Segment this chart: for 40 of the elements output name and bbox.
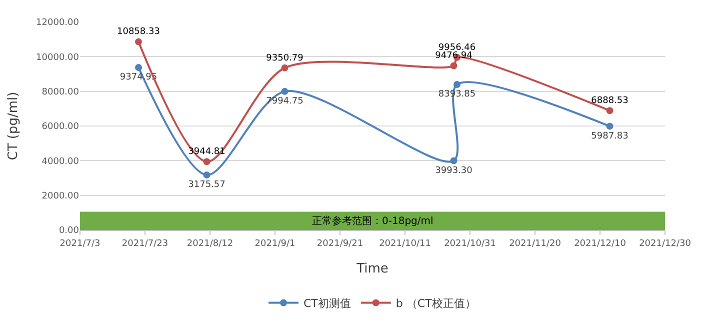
- y-tick-label: 4000.00: [42, 156, 80, 167]
- x-tick-label: 2021/12/30: [639, 238, 692, 249]
- band-label: 正常参考范围：0-18pg/ml: [312, 215, 434, 227]
- legend-label: CT初测值: [304, 297, 351, 310]
- x-tick-label: 2021/11/20: [509, 238, 562, 249]
- data-label: 10858.33: [117, 27, 160, 38]
- data-label: 6888.53: [591, 96, 628, 106]
- point: [281, 64, 288, 72]
- x-tick-label: 2021/12/10: [574, 238, 626, 249]
- point: [450, 62, 458, 70]
- point: [135, 64, 142, 71]
- x-tick-label: 2021/9/21: [316, 238, 364, 249]
- point: [135, 38, 142, 46]
- y-tick-label: 12000.00: [36, 18, 80, 28]
- x-tick-label: 2021/7/3: [60, 238, 100, 249]
- x-tick-label: 2021/8/12: [186, 238, 234, 249]
- x-tick-label: 2021/10/11: [379, 238, 431, 249]
- point: [606, 122, 614, 130]
- x-tick-label: 2021/7/23: [122, 238, 168, 249]
- y-tick-label: 8000.00: [42, 87, 80, 98]
- point: [606, 107, 614, 114]
- data-label: 9956.46: [438, 42, 476, 53]
- y-tick-label: 6000.00: [42, 122, 80, 132]
- y-axis-title: CT (pg/ml): [6, 92, 21, 160]
- point: [454, 81, 460, 88]
- legend-label: b （CT校正值）: [396, 297, 476, 310]
- data-label: 9350.79: [266, 53, 304, 64]
- x-axis-title: Time: [356, 261, 388, 276]
- point: [203, 158, 210, 166]
- x-tick-label: 2021/9/1: [254, 238, 296, 249]
- data-label: 5987.83: [591, 131, 628, 142]
- data-label: 3993.30: [435, 166, 473, 176]
- y-tick-label: 2000.00: [42, 191, 80, 202]
- point: [203, 171, 210, 178]
- y-tick-label: 10000.00: [36, 52, 80, 63]
- y-tick-label: 0.00: [58, 226, 80, 236]
- data-label: 3175.57: [188, 180, 226, 190]
- x-tick-label: 2021/10/31: [444, 238, 496, 249]
- point: [281, 88, 288, 95]
- point: [450, 157, 458, 164]
